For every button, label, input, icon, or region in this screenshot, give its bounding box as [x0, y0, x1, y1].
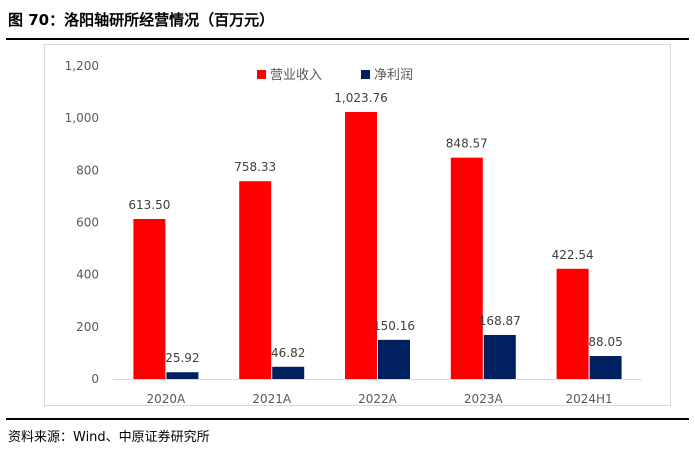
y-tick-label: 200	[76, 320, 99, 334]
y-tick-label: 400	[76, 268, 99, 282]
top-rule	[6, 38, 689, 40]
data-label: 758.33	[234, 160, 276, 174]
bar	[378, 339, 410, 379]
y-tick-label: 1,200	[65, 59, 99, 73]
x-tick-label: 2022A	[358, 392, 398, 406]
y-tick-label: 1,000	[65, 111, 99, 125]
data-label: 422.54	[552, 248, 594, 262]
bar	[272, 366, 305, 379]
x-tick-label: 2021A	[252, 392, 292, 406]
data-label: 1,023.76	[334, 91, 387, 105]
legend-swatch	[361, 70, 370, 79]
y-tick-label: 600	[76, 216, 99, 230]
x-tick-label: 2020A	[147, 392, 187, 406]
data-label: 46.82	[271, 346, 305, 360]
data-label: 613.50	[128, 198, 170, 212]
bar	[133, 218, 166, 379]
data-label: 168.87	[479, 314, 521, 328]
x-tick-label: 2024H1	[565, 392, 612, 406]
bar	[239, 181, 272, 379]
data-label: 848.57	[446, 137, 488, 151]
bar	[345, 111, 377, 379]
bar	[556, 268, 589, 379]
y-tick-label: 800	[76, 163, 99, 177]
figure-title: 图 70：洛阳轴研所经营情况（百万元）	[8, 11, 275, 29]
bar	[166, 372, 199, 379]
bottom-rule	[6, 418, 689, 420]
bar	[450, 157, 483, 379]
data-label: 150.16	[373, 319, 415, 333]
data-label: 25.92	[165, 351, 199, 365]
legend-label: 净利润	[374, 68, 413, 83]
y-tick-label: 0	[91, 372, 99, 386]
x-tick-label: 2023A	[464, 392, 504, 406]
bar	[589, 356, 622, 379]
data-label: 88.05	[588, 335, 622, 349]
bar	[483, 334, 516, 379]
legend-label: 营业收入	[270, 68, 322, 83]
legend-swatch	[257, 70, 266, 79]
source-note: 资料来源：Wind、中原证券研究所	[8, 430, 210, 445]
plot-frame	[44, 44, 671, 406]
